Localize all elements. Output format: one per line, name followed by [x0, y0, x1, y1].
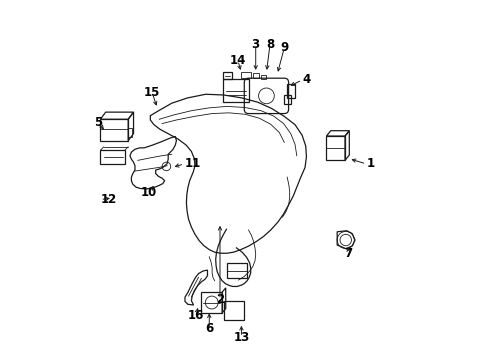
Text: 2: 2 [216, 293, 224, 306]
Bar [227, 263, 247, 278]
Text: 9: 9 [280, 41, 289, 54]
Text: 13: 13 [233, 331, 249, 344]
Bar [284, 95, 292, 104]
Text: 3: 3 [252, 38, 260, 51]
Text: 6: 6 [205, 322, 214, 335]
Bar [253, 73, 259, 78]
Bar [100, 150, 124, 164]
Text: 8: 8 [266, 38, 274, 51]
Text: 1: 1 [367, 157, 374, 170]
Bar [223, 72, 232, 79]
Bar [242, 72, 251, 78]
Text: 14: 14 [230, 54, 246, 67]
Text: 11: 11 [184, 157, 200, 170]
Bar [223, 79, 248, 102]
Bar [223, 301, 245, 320]
Text: 7: 7 [344, 247, 353, 260]
Text: 4: 4 [302, 73, 310, 86]
Bar [326, 136, 345, 160]
Bar [128, 128, 132, 137]
Text: 12: 12 [100, 193, 117, 206]
Text: 5: 5 [95, 116, 103, 129]
Text: 10: 10 [141, 186, 157, 199]
Text: 16: 16 [188, 309, 204, 322]
Bar [201, 292, 222, 313]
Bar [100, 119, 128, 141]
Bar [287, 84, 295, 98]
Text: 15: 15 [144, 86, 160, 99]
Bar [261, 75, 267, 79]
